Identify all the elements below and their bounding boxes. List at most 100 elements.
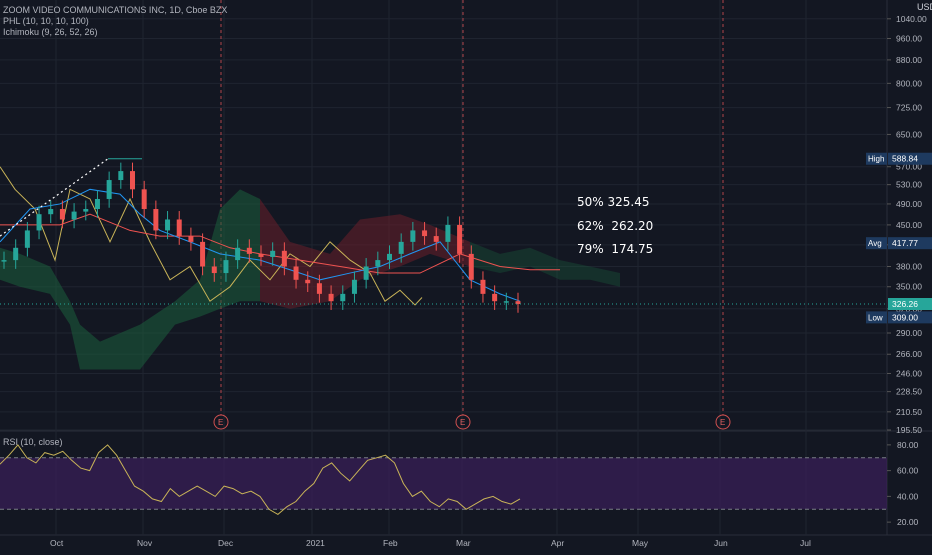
x-tick-label: Feb (383, 538, 398, 548)
avg-tag-label-box (866, 237, 887, 250)
earnings-marker (715, 414, 731, 430)
candle-body (48, 209, 54, 215)
candle-body (106, 180, 112, 199)
fib-value: 262.20 (611, 219, 654, 233)
x-tick-label: Dec (218, 538, 234, 548)
candle-body (328, 293, 334, 302)
ichimoku-cloud-bull (0, 189, 260, 370)
candle-body (351, 279, 357, 294)
y-tick-label: 195.50 (896, 425, 922, 435)
candle-body (410, 230, 416, 242)
candle-body (316, 283, 322, 294)
x-tick-label: Mar (456, 538, 471, 548)
candle-body (1, 260, 7, 262)
x-tick-label: Oct (50, 538, 64, 548)
candle-body (457, 224, 463, 254)
fib-level-50: 50% 325.45 (577, 195, 650, 209)
rsi-tick-label: 80.00 (897, 440, 919, 450)
candle-body (363, 266, 369, 280)
rsi-tick-label: 20.00 (897, 517, 919, 527)
y-tick-label: 880.00 (896, 55, 922, 65)
candle-body (188, 236, 194, 242)
high-tag-value-box (888, 152, 932, 165)
candle-body (24, 230, 30, 248)
symbol-title: ZOOM VIDEO COMMUNICATIONS INC, 1D, Cboe … (3, 5, 228, 15)
y-tick-label: 266.00 (896, 349, 922, 359)
candle-body (211, 266, 217, 274)
candle-body (223, 260, 229, 274)
fib-pct: 62% (577, 219, 604, 233)
candle-body (422, 230, 428, 237)
low-tag-value-box (888, 311, 932, 324)
candle-body (165, 219, 171, 231)
avg-tag-value: 417.77 (892, 238, 918, 248)
y-tick-label: 650.00 (896, 129, 922, 139)
high-tag-value: 588.84 (892, 154, 918, 164)
candle-body (246, 247, 252, 254)
x-tick-label: May (632, 538, 649, 548)
x-tick-label: Jul (800, 538, 811, 548)
candle-body (13, 247, 19, 261)
y-tick-label: 1040.00 (896, 14, 927, 24)
earnings-marker-label: E (218, 418, 223, 427)
earnings-marker (213, 414, 229, 430)
y-tick-label: 800.00 (896, 78, 922, 88)
ichimoku-cloud-late (470, 241, 620, 287)
y-tick-label: 380.00 (896, 261, 922, 271)
low-tag-label-box (866, 311, 887, 324)
candle-body (270, 250, 276, 257)
y-tick-label: 490.00 (896, 199, 922, 209)
y-tick-label: 290.00 (896, 328, 922, 338)
y-tick-label: 530.00 (896, 180, 922, 190)
candle-body (293, 266, 299, 280)
candle-body (94, 198, 100, 210)
candle-body (130, 171, 135, 190)
y-tick-label: 725.00 (896, 103, 922, 113)
candle-body (200, 241, 206, 267)
candle-body (503, 301, 509, 303)
kijun-line (0, 213, 560, 274)
earnings-marker-label: E (460, 418, 465, 427)
candle-body (71, 211, 77, 220)
rsi-line (0, 444, 521, 516)
candle-body (445, 224, 451, 242)
rsi-band (0, 457, 887, 510)
candle-body (281, 250, 287, 267)
indicator-phl-label: PHL (10, 10, 10, 100) (3, 16, 89, 26)
earnings-marker (455, 414, 471, 430)
fib-value: 325.45 (607, 195, 650, 209)
fib-pct: 50% (577, 195, 604, 209)
earnings-marker-label: E (720, 418, 725, 427)
low-tag-label: Low (868, 313, 883, 322)
candle-body (433, 236, 439, 242)
candle-body (515, 301, 521, 305)
candle-body (398, 241, 404, 254)
candle-body (235, 247, 241, 261)
y-tick-label: 450.00 (896, 220, 922, 230)
y-tick-label: 210.50 (896, 407, 922, 417)
x-tick-label: Nov (137, 538, 153, 548)
candle-body (305, 279, 311, 284)
fib-pct: 79% (577, 242, 604, 256)
candle-body (258, 253, 264, 257)
chikou-span-line (0, 166, 423, 306)
candle-body (176, 219, 182, 237)
avg-tag-value-box (888, 237, 932, 250)
x-tick-label: Apr (551, 538, 564, 548)
candle-body (36, 214, 42, 231)
ichimoku-cloud-bear (260, 198, 470, 309)
candle-body (141, 189, 147, 210)
candle-body (59, 209, 65, 220)
avg-tag-label: Avg (868, 239, 882, 248)
low-tag-value: 309.00 (892, 312, 918, 322)
candle-body (375, 260, 381, 267)
last-tag-value-box (888, 298, 932, 311)
candle-body (118, 171, 124, 181)
high-tag-label-box (866, 152, 887, 165)
candle-body (340, 293, 346, 302)
high-tag-label: High (868, 155, 884, 164)
candle-body (480, 279, 486, 294)
y-tick-label: 960.00 (896, 33, 922, 43)
